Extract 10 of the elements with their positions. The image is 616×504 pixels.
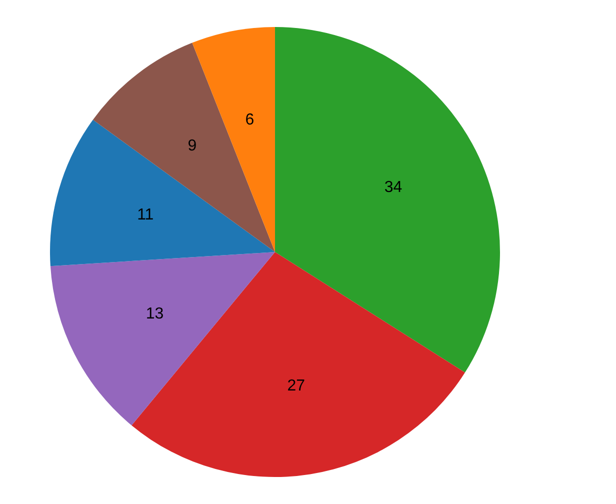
data-label: 6: [245, 111, 254, 128]
pie-slice: [92, 42, 275, 252]
data-label: 13: [146, 305, 164, 322]
data-label: 27: [287, 377, 306, 394]
data-label: 34: [384, 178, 402, 196]
pie-slice: [132, 252, 465, 477]
data-label: 11: [137, 206, 154, 224]
data-label: 9: [188, 137, 197, 154]
pie-slice: [50, 252, 275, 426]
pie-slice: [275, 27, 500, 373]
